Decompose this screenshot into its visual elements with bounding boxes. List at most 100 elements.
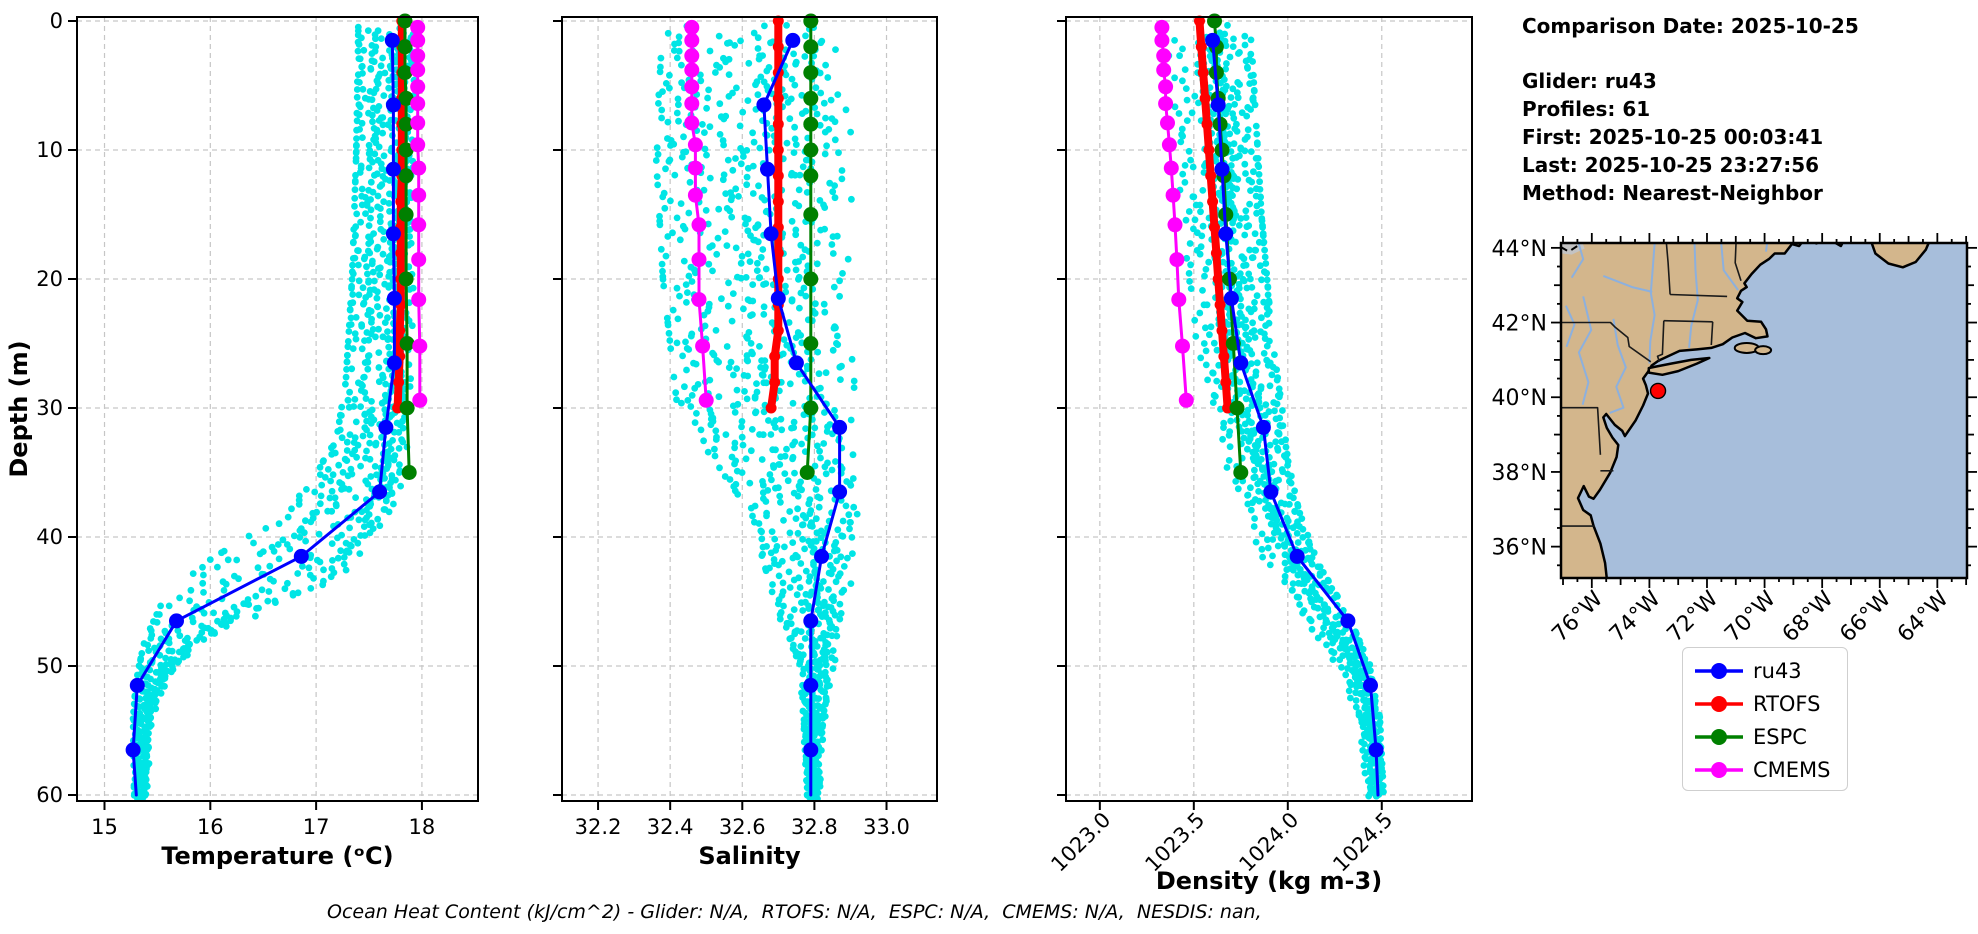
map-lat-label: 38°N [1492,461,1547,486]
river [1688,243,1699,348]
temperature-y-axis: 0 10 20 30 40 50 60 [36,9,77,807]
RTOFS-density-series [1194,15,1234,414]
CMEMS-temperature-series [410,19,428,408]
state-border [1656,320,1665,363]
svg-text:20: 20 [36,267,63,291]
svg-text:15: 15 [91,815,118,839]
svg-text:32.8: 32.8 [791,815,838,839]
map-lon-label: 64°W [1893,586,1954,647]
salinity-grid [562,17,937,801]
legend-item-label: CMEMS [1753,757,1831,782]
temperature-profile-plot: 15 16 17 18 0 10 20 30 40 50 60 Temperature (ᵒC) Dep… [5,9,479,870]
svg-text:1023.0: 1023.0 [1046,808,1115,877]
river [1765,243,1769,252]
ESPC-salinity-series [799,13,819,480]
legend-line-sample [1695,761,1743,778]
map-lon-label: 68°W [1778,586,1839,647]
river [1720,243,1739,291]
model-legend: ru43 RTOFS ESPC CMEMS [1682,647,1848,791]
info-spacer [1522,40,1974,67]
depth-axis-label: Depth (m) [5,340,33,477]
legend-line-sample [1695,695,1743,712]
legend-item-espc: ESPC [1693,720,1847,753]
temperature-x-axis: 15 16 17 18 [91,801,435,839]
svg-text:32.6: 32.6 [719,815,766,839]
ru43-temperature-series [125,32,402,797]
salinity-axes-box [561,16,938,802]
svg-text:50: 50 [36,654,63,678]
last-profile-text: Last: 2025-10-25 23:27:56 [1522,153,1820,177]
canada-border [1561,245,1578,253]
map-lon-label: 74°W [1605,586,1666,647]
first-profile-text: First: 2025-10-25 00:03:41 [1522,125,1824,149]
svg-text:30: 30 [36,396,63,420]
state-border [1561,406,1602,455]
svg-text:18: 18 [409,815,436,839]
river [1609,318,1627,414]
legend-item-ru43: ru43 [1693,654,1847,687]
map-lon-label: 66°W [1835,586,1896,647]
density-x-axis: 1023.0 1023.5 1024.0 1024.5 [1046,801,1397,876]
RTOFS-salinity-series [765,15,784,414]
glider-name-text: Glider: ru43 [1522,69,1657,93]
svg-text:32.4: 32.4 [647,815,694,839]
state-border [1561,321,1652,363]
state-border [1734,243,1742,281]
location-map: 44°N 42°N 40°N 38°N 36°N76°W74°W72°W70°W68°W… [1492,233,1977,647]
map-lon-label: 70°W [1720,586,1781,647]
river [1564,305,1576,348]
CMEMS-salinity-series [684,19,714,408]
map-ticks [1551,233,1977,588]
svg-text:0: 0 [50,9,63,33]
svg-text:16: 16 [197,815,224,839]
profiles-count-text: Profiles: 61 [1522,97,1651,121]
long-island [1647,356,1711,377]
map-lat-label: 42°N [1492,312,1547,337]
density-axis-label: Density (kg m-3) [1156,867,1382,895]
river [1570,243,1585,279]
info-panel: Comparison Date: 2025-10-25 Glider: ru43… [1522,12,1974,207]
svg-text:32.2: 32.2 [575,815,622,839]
legend-line-sample [1695,662,1743,679]
legend-item-label: RTOFS [1753,691,1821,716]
river [1577,296,1593,405]
CMEMS-density-series [1154,19,1194,408]
density-raw-scatter [1165,21,1387,800]
svg-text:40: 40 [36,525,63,549]
salinity-y-axis [553,20,562,796]
map-lat-label: 40°N [1492,386,1547,411]
map-lon-label: 72°W [1663,586,1724,647]
nova-scotia [1870,243,1931,269]
state-border [1665,243,1671,295]
island [1754,345,1773,356]
state-border [1710,321,1714,346]
mainland [1561,243,1844,578]
map-lon-label: 76°W [1547,586,1608,647]
river [1648,243,1656,364]
map-lat-label: 44°N [1492,237,1547,262]
ru43-density-series [1205,32,1384,797]
legend-item-cmems: CMEMS [1693,753,1847,786]
state-border [1663,319,1713,323]
svg-text:10: 10 [36,138,63,162]
ocean-heat-content-footer: Ocean Heat Content (kJ/cm^2) - Glider: N… [327,901,1262,923]
temperature-raw-scatter [129,22,419,801]
salinity-axis-label: Salinity [698,842,801,870]
salinity-x-axis: 32.2 32.4 32.6 32.8 33.0 [575,801,910,839]
comparison-date-text: Comparison Date: 2025-10-25 [1522,14,1859,38]
ESPC-temperature-series [397,13,417,480]
svg-text:33.0: 33.0 [863,815,910,839]
legend-line-sample [1695,728,1743,745]
salinity-profile-plot: 32.2 32.4 32.6 32.8 33.0 Salinity [553,13,938,870]
map-lat-label: 36°N [1492,536,1547,561]
legend-item-label: ESPC [1753,724,1807,749]
temperature-axis-label: Temperature (ᵒC) [161,842,393,870]
legend-item-rtofs: RTOFS [1693,687,1847,720]
svg-text:60: 60 [36,783,63,807]
ru43-salinity-series [756,32,848,797]
legend-item-label: ru43 [1753,658,1802,683]
method-text: Method: Nearest-Neighbor [1522,181,1823,205]
